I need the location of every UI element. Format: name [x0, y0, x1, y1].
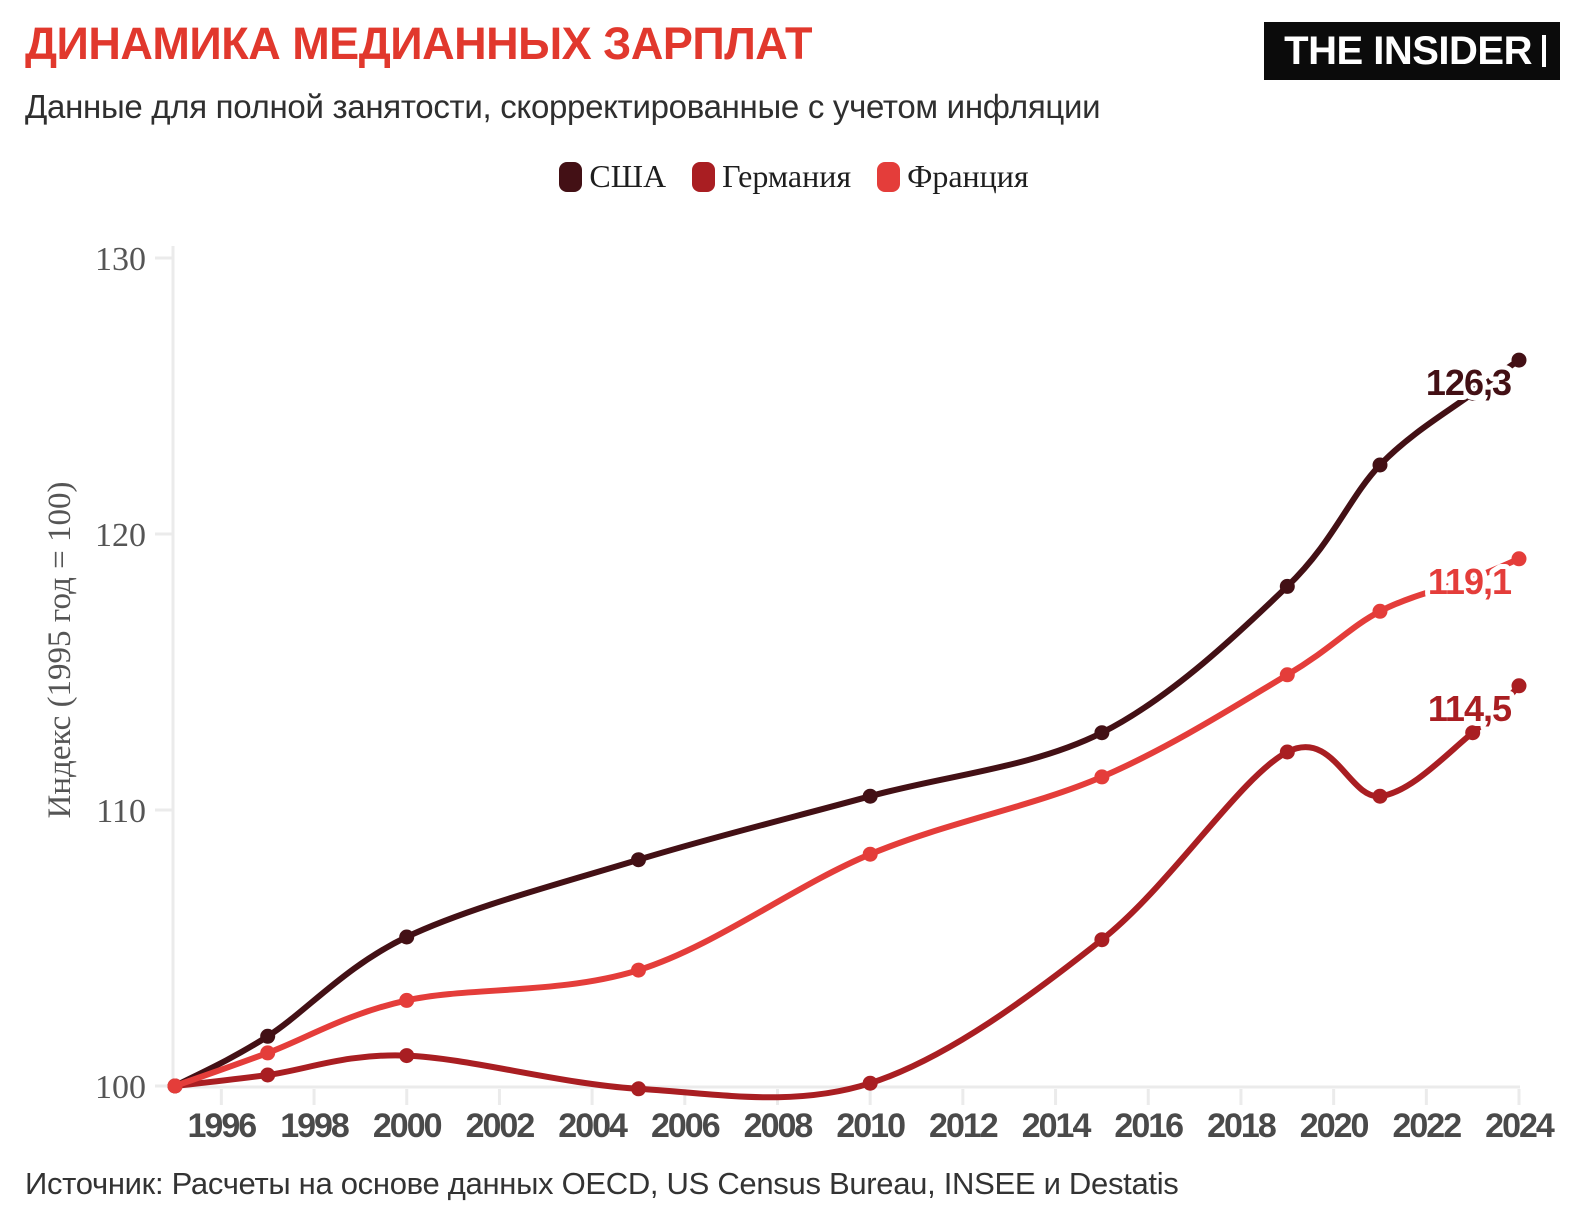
series-france-point [1372, 603, 1388, 619]
series-usa-point [1279, 578, 1295, 594]
x-tick-label: 2004 [558, 1107, 628, 1145]
series-germany-point [862, 1075, 878, 1091]
legend-item-usa: США [559, 158, 666, 195]
x-axis: 1996 1998 2000 2002 2004 2006 2008 2010 2012 2014… [173, 1085, 1557, 1145]
x-tick-label: 1996 [188, 1107, 257, 1145]
series-germany-point [260, 1067, 276, 1083]
page-title: ДИНАМИКА МЕДИАННЫХ ЗАРПЛАТ [25, 18, 813, 69]
series-france-point [1465, 570, 1481, 586]
x-tick-label: 2002 [466, 1107, 535, 1145]
y-axis: 100 110 120 130 Индекс (1995 год = 100) [42, 241, 175, 1106]
series-france-point [631, 962, 646, 978]
series-france-point [399, 992, 415, 1008]
y-tick-label: 120 [95, 517, 146, 554]
y-tick-label: 100 [95, 1069, 146, 1106]
series-france-value-label: 119,1 [1428, 561, 1512, 602]
series-france-point [1511, 551, 1527, 567]
series-usa-point [1094, 725, 1110, 741]
x-tick-label: 2020 [1300, 1107, 1369, 1145]
series-germany-point [1465, 725, 1481, 741]
series-usa-point [1511, 352, 1527, 368]
series-germany-point [631, 1081, 646, 1097]
x-tick-label: 2010 [836, 1107, 905, 1145]
source-note: Источник: Расчеты на основе данных OECD,… [25, 1166, 1179, 1201]
series-france-point [167, 1078, 183, 1094]
x-tick-label: 1998 [280, 1107, 349, 1145]
series-usa-point [631, 852, 646, 868]
the-insider-logo: THE INSIDER [1264, 22, 1560, 80]
series-usa-point [1465, 385, 1481, 401]
series-germany-line [172, 682, 1522, 1101]
series-germany-point [1511, 678, 1527, 694]
x-tick-label: 2006 [651, 1107, 720, 1145]
legend-swatch-germany-icon [692, 161, 716, 192]
legend-label-germany: Германия [722, 158, 852, 194]
x-tick-label: 2016 [1114, 1107, 1183, 1145]
logo-cursor-bar-icon [1542, 35, 1546, 67]
x-tick-label: 2014 [1022, 1107, 1092, 1145]
series-usa: 126,3 [167, 352, 1527, 1094]
series-germany: 114,5 [167, 678, 1527, 1101]
legend-swatch-france-icon [877, 161, 901, 192]
series-usa-point [1372, 457, 1388, 473]
legend-label-usa: США [589, 158, 667, 194]
x-tick-label: 2022 [1392, 1107, 1461, 1145]
series-usa-value-label: 126,3 [1426, 362, 1511, 403]
y-tick-label: 110 [96, 793, 146, 830]
series-germany-point [167, 1078, 183, 1094]
series-germany-point [399, 1048, 415, 1064]
series-germany-point [1372, 788, 1388, 804]
x-tick-label: 2000 [373, 1107, 442, 1145]
series-usa-point [862, 788, 878, 804]
series-france-point [260, 1045, 276, 1061]
series-france-line [172, 555, 1522, 1089]
series-usa-point [260, 1028, 276, 1044]
x-tick-label: 2008 [744, 1107, 813, 1145]
legend-item-germany: Германия [692, 158, 851, 195]
series-germany-value-label: 114,5 [1428, 688, 1512, 729]
x-tick-label: 2012 [929, 1107, 998, 1145]
series-usa-point [167, 1078, 183, 1094]
legend-item-france: Франция [877, 158, 1029, 195]
logo-text: THE INSIDER [1284, 28, 1532, 73]
series-france-point [1279, 667, 1295, 683]
series-germany-point [1094, 932, 1110, 948]
series-usa-line [172, 357, 1522, 1089]
y-tick-label: 130 [95, 241, 146, 278]
series-france-point [862, 846, 878, 862]
chart-legend: США Германия Франция [0, 158, 1588, 195]
y-axis-title: Индекс (1995 год = 100) [42, 482, 78, 819]
series-germany-point [1279, 744, 1295, 760]
chart-subtitle: Данные для полной занятости, скорректиро… [25, 88, 1101, 125]
legend-swatch-usa-icon [559, 161, 583, 192]
series-france: 119,1 [167, 551, 1527, 1094]
series-usa-point [399, 929, 415, 945]
x-tick-label: 2018 [1207, 1107, 1276, 1145]
x-tick-label: 2024 [1485, 1107, 1555, 1145]
legend-label-france: Франция [907, 158, 1029, 194]
series-france-point [1094, 769, 1110, 785]
